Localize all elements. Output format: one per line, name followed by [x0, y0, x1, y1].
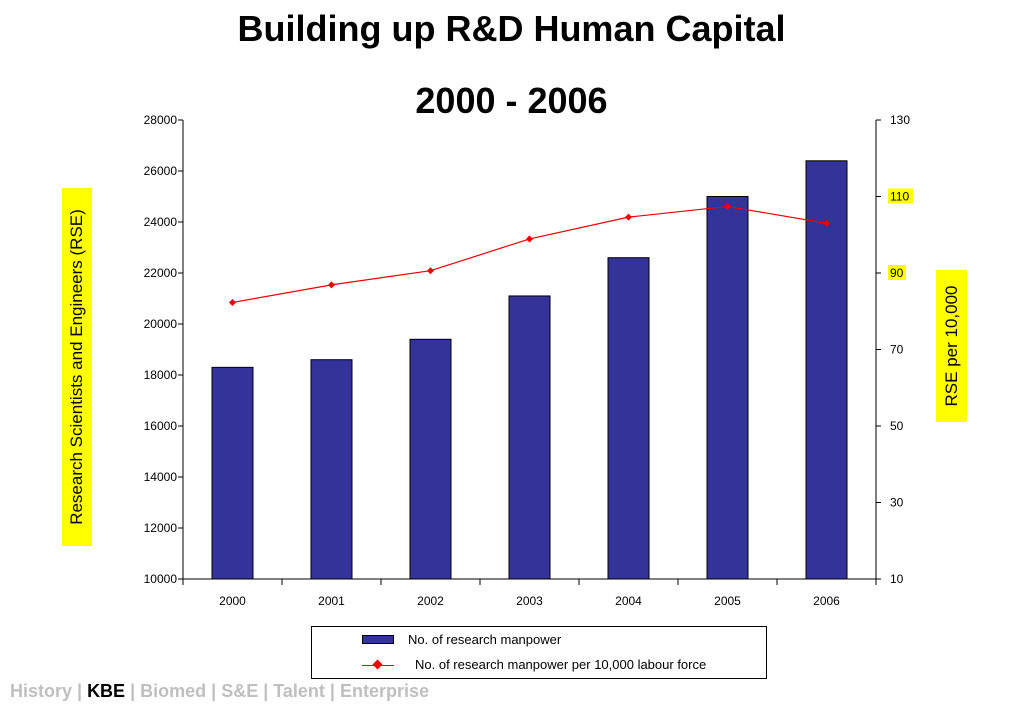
- y-tick-label: 16000: [144, 419, 178, 433]
- line-point-2004: [625, 213, 632, 221]
- y2-tick-label: 30: [890, 496, 904, 510]
- line-point-2000: [229, 298, 236, 306]
- y-tick-label: 12000: [144, 521, 178, 535]
- footer-nav-enterprise[interactable]: Enterprise: [339, 681, 430, 701]
- y-tick-label: 22000: [144, 266, 178, 280]
- legend: No. of research manpower No. of research…: [311, 626, 767, 679]
- y-tick-label: 28000: [144, 113, 178, 127]
- left-axis-title: Research Scientists and Engineers (RSE): [67, 209, 86, 525]
- footer-nav-talent[interactable]: Talent: [273, 681, 325, 701]
- footer-nav: History | KBE | Biomed | S&E | Talent | …: [10, 681, 429, 702]
- footer-nav-biomed[interactable]: Biomed: [140, 681, 207, 701]
- right-axis-title: RSE per 10,000: [941, 285, 961, 407]
- bar-2002: [409, 338, 452, 580]
- footer-separator: |: [125, 681, 141, 701]
- footer-separator: |: [206, 681, 222, 701]
- footer-separator: |: [72, 681, 88, 701]
- line-point-2003: [526, 235, 533, 243]
- y-tick-label: 10000: [144, 572, 178, 586]
- bar-2001: [310, 359, 353, 580]
- legend-label-bars: No. of research manpower: [408, 632, 562, 647]
- y2-tick-label: 70: [890, 343, 904, 357]
- y-tick-label: 14000: [144, 470, 178, 484]
- y2-tick-label: 10: [890, 572, 904, 586]
- chart-title: Building up R&D Human Capital: [237, 8, 786, 49]
- legend-label-line: No. of research manpower per 10,000 labo…: [415, 657, 707, 672]
- bar-2004: [607, 257, 650, 580]
- footer-separator: |: [324, 681, 340, 701]
- legend-marker-swatch: [372, 659, 383, 670]
- footer-separator: |: [258, 681, 274, 701]
- y2-tick-highlight: [888, 265, 906, 280]
- y2-tick-label: 50: [890, 419, 904, 433]
- x-tick-label: 2003: [516, 594, 543, 608]
- x-tick-label: 2000: [219, 594, 246, 608]
- left-axis-title-box: Research Scientists and Engineers (RSE): [62, 188, 92, 546]
- chart-subtitle: 2000 - 2006: [415, 80, 608, 121]
- y2-tick-label: 130: [890, 113, 910, 127]
- legend-item-bars: No. of research manpower: [312, 630, 766, 650]
- legend-item-line: No. of research manpower per 10,000 labo…: [312, 655, 766, 675]
- line-point-2006: [823, 219, 830, 227]
- y2-tick-label: 110: [890, 190, 909, 204]
- footer-nav-kbe[interactable]: KBE: [87, 681, 126, 701]
- bar-2005: [706, 196, 749, 580]
- legend-bar-swatch: [362, 635, 394, 644]
- x-tick-label: 2002: [417, 594, 444, 608]
- line-point-2001: [328, 281, 335, 289]
- x-tick-label: 2006: [813, 594, 840, 608]
- footer-nav-s-e[interactable]: S&E: [221, 681, 259, 701]
- line-point-2002: [427, 267, 434, 275]
- x-tick-label: 2005: [714, 594, 741, 608]
- bar-2000: [211, 366, 254, 580]
- x-tick-label: 2004: [615, 594, 642, 608]
- y2-tick-label: 90: [890, 266, 904, 280]
- y2-tick-highlight: [888, 188, 913, 204]
- bar-2003: [508, 295, 551, 580]
- y-tick-label: 20000: [144, 317, 178, 331]
- y-tick-label: 24000: [144, 215, 178, 229]
- line-point-2005: [724, 202, 731, 210]
- y-tick-label: 18000: [144, 368, 178, 382]
- x-tick-label: 2001: [318, 594, 345, 608]
- y-tick-label: 26000: [144, 164, 178, 178]
- footer-nav-history[interactable]: History: [10, 681, 73, 701]
- right-axis-title-box: RSE per 10,000: [936, 270, 967, 422]
